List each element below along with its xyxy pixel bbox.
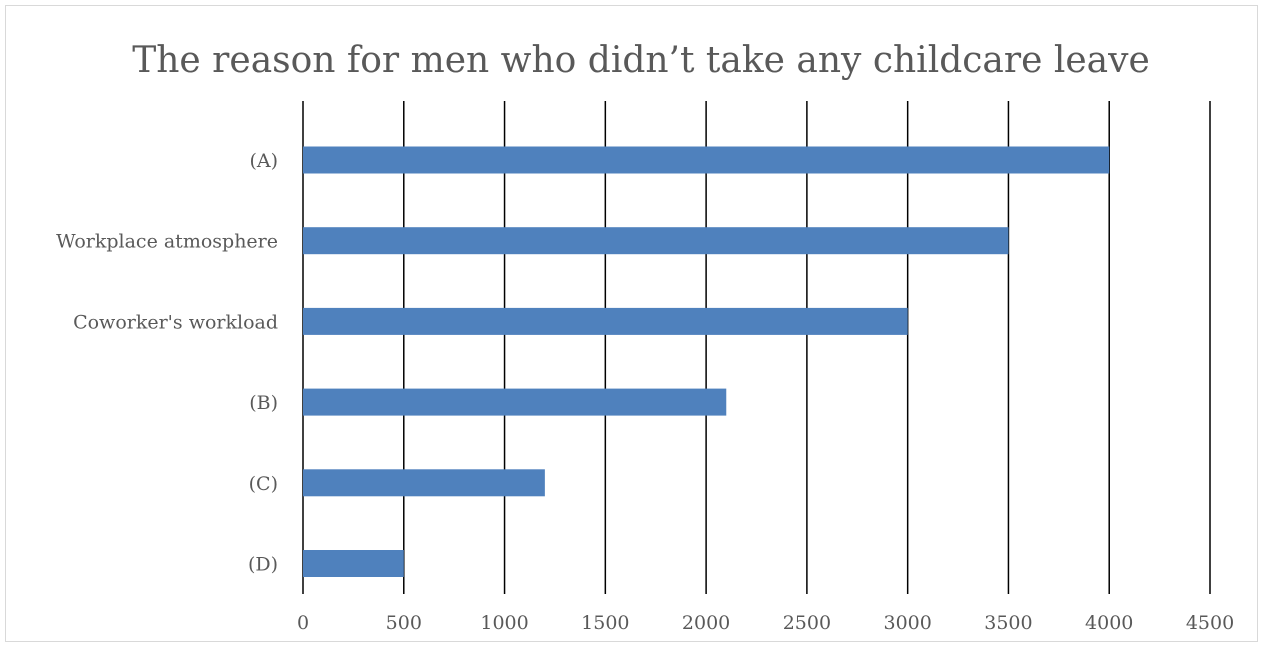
x-tick-label: 1500 (581, 612, 629, 634)
bar (303, 550, 404, 577)
bar (303, 469, 545, 497)
chart-svg: The reason for men who didn’t take any c… (56, 40, 1234, 634)
x-tick-label: 2500 (783, 612, 831, 634)
category-label: (B) (249, 392, 278, 414)
x-tick-labels: 0 500 1000 1500 2000 2500 3000 3500 4000 4500 (297, 612, 1234, 634)
bar (303, 307, 908, 335)
bar (303, 227, 1009, 255)
x-tick-label: 3000 (883, 612, 931, 634)
bar-layer (303, 146, 1110, 577)
category-label: Coworker's workload (73, 311, 278, 333)
category-label: (D) (248, 554, 278, 576)
x-tick-label: 4500 (1186, 612, 1234, 634)
x-tick-label: 0 (297, 612, 309, 634)
x-tick-label: 1000 (480, 612, 528, 634)
category-labels: (A) Workplace atmosphere Coworker's worklo… (56, 150, 278, 576)
category-label: (A) (249, 150, 278, 172)
x-tick-label: 4000 (1085, 612, 1133, 634)
category-label: Workplace atmosphere (56, 231, 278, 253)
bar (303, 146, 1110, 174)
grid-layer (302, 101, 1211, 594)
category-label: (C) (249, 473, 278, 495)
x-tick-label: 500 (386, 612, 422, 634)
x-tick-label: 3500 (984, 612, 1032, 634)
chart-frame: The reason for men who didn’t take any c… (5, 5, 1258, 642)
x-tick-label: 2000 (682, 612, 730, 634)
chart-title: The reason for men who didn’t take any c… (132, 40, 1150, 81)
bar (303, 388, 727, 416)
